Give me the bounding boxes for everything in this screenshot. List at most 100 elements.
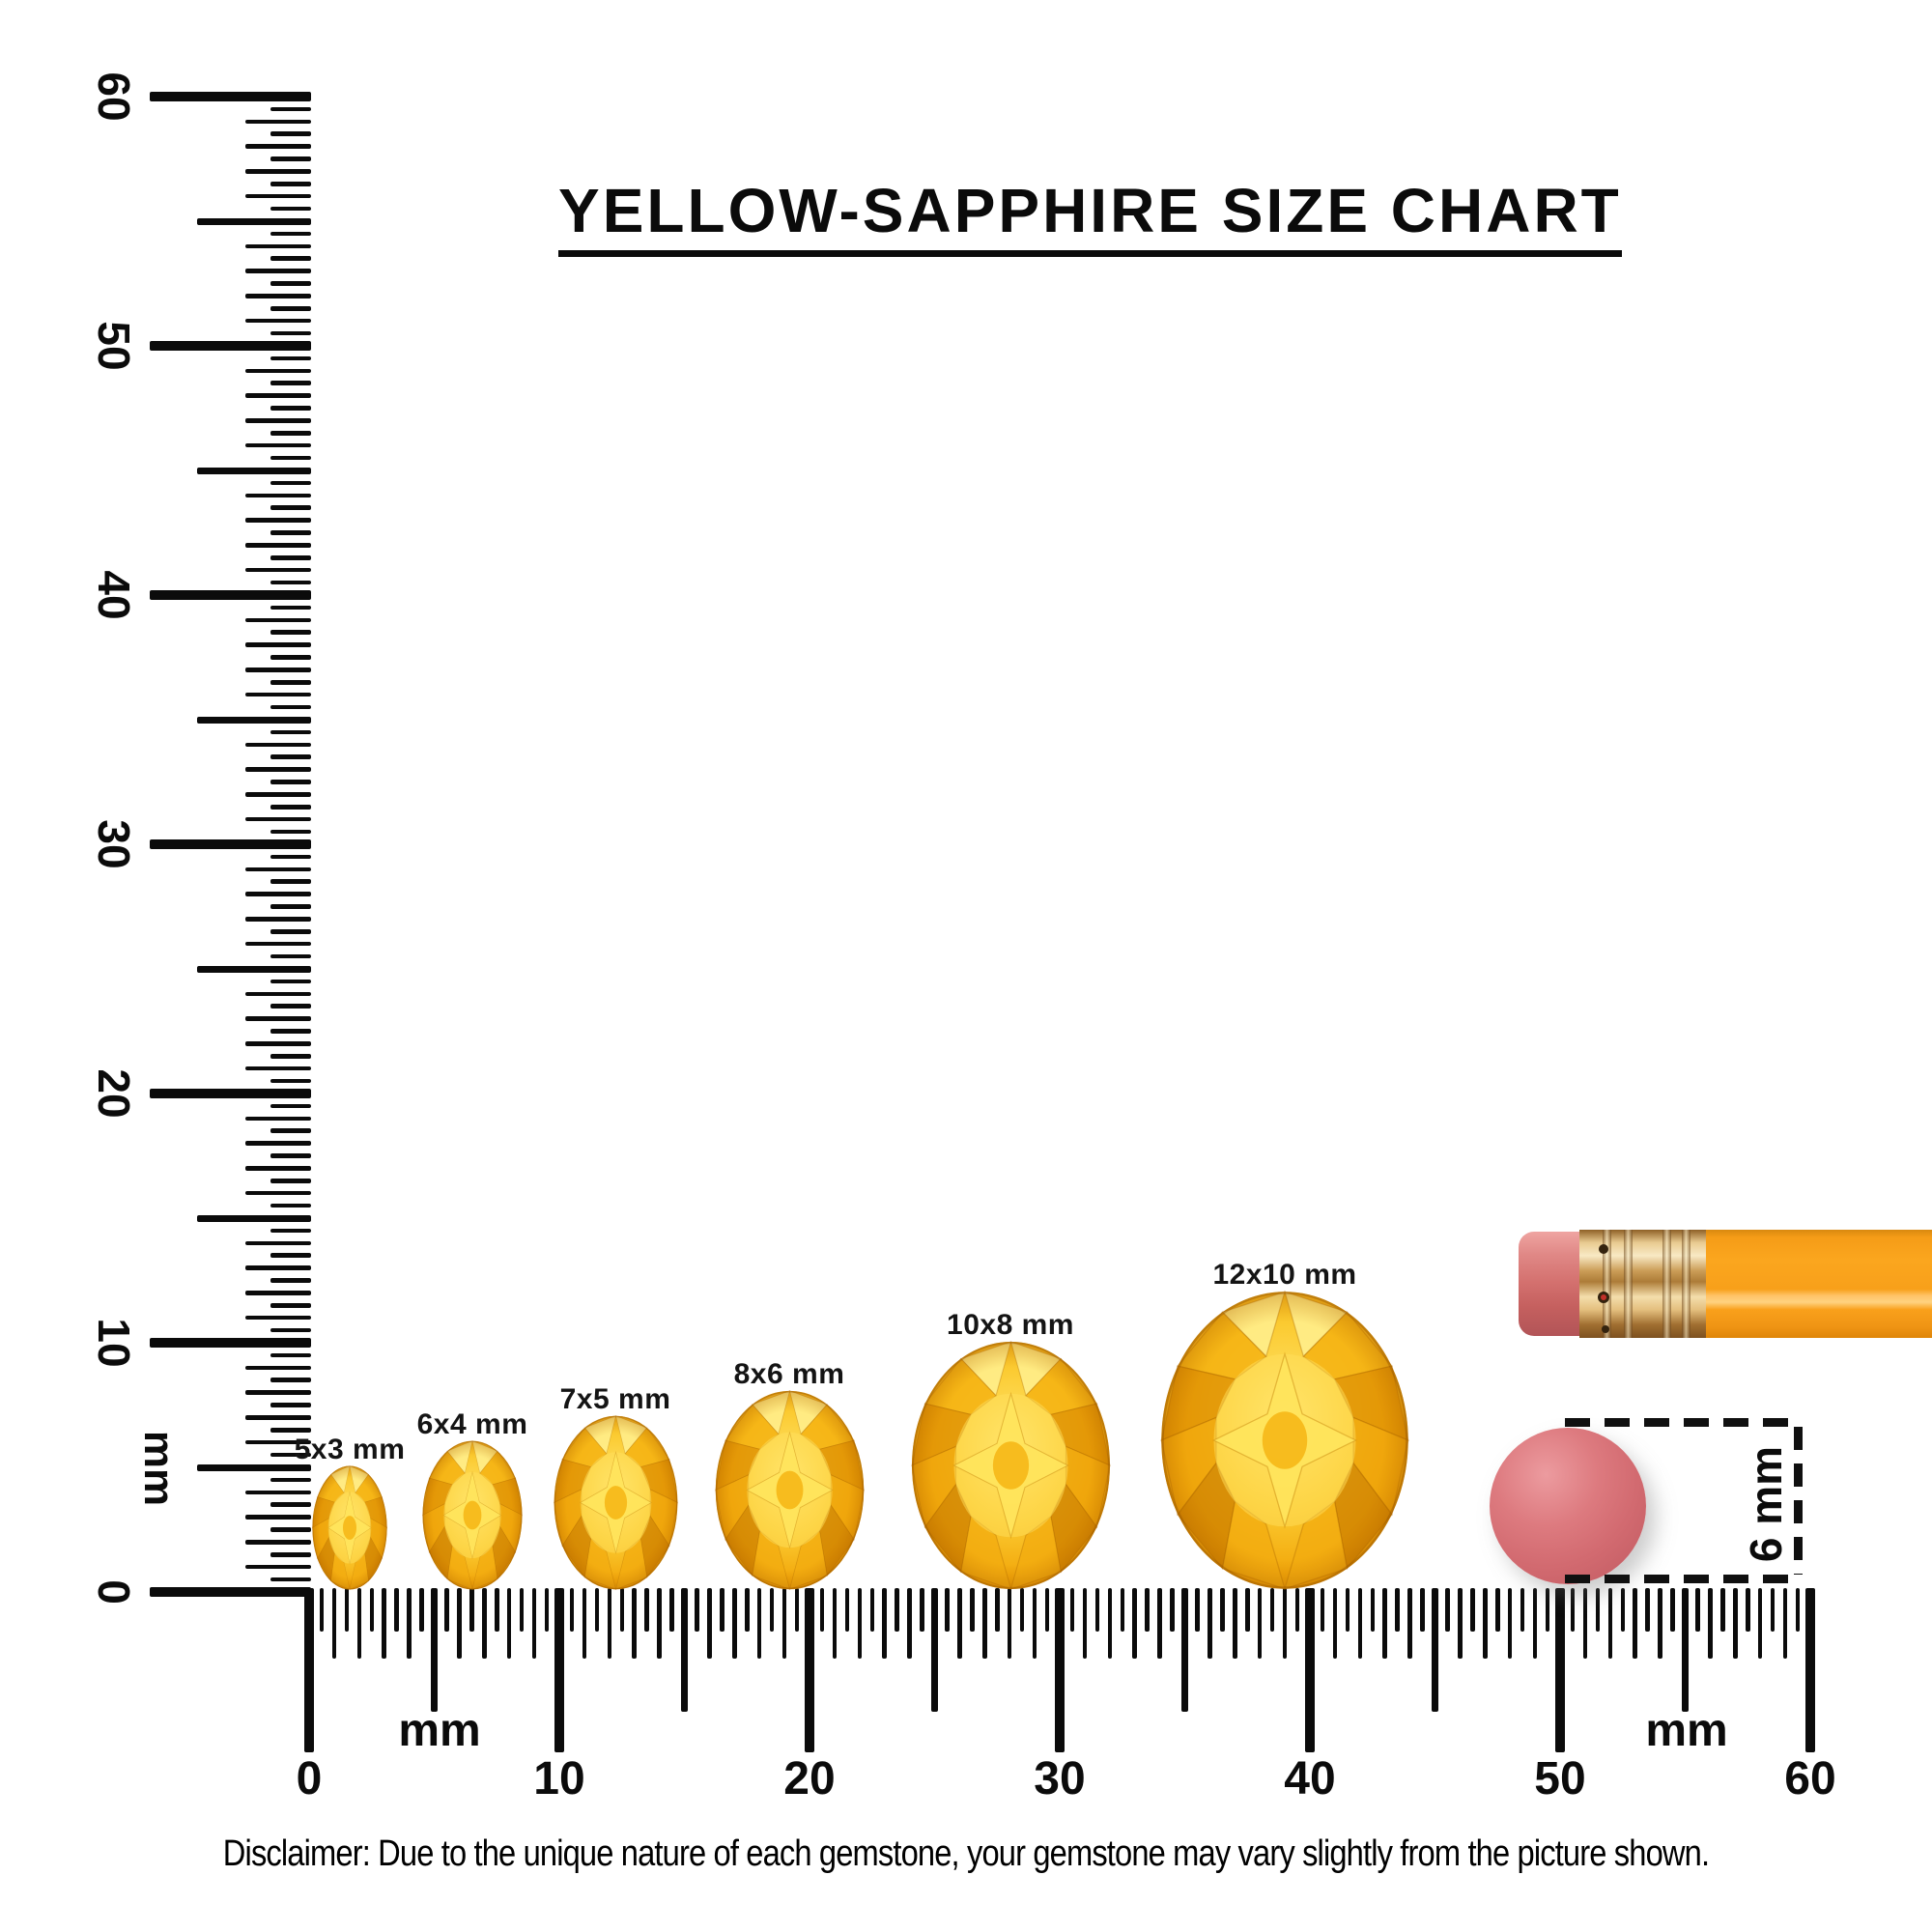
v-ruler-tick <box>270 854 311 860</box>
h-ruler-tick <box>1120 1588 1124 1632</box>
v-ruler-tick <box>270 904 311 909</box>
h-ruler-tick <box>382 1588 386 1659</box>
vertical-ruler-number-label: 30 <box>89 819 139 869</box>
h-ruler-tick <box>344 1588 350 1632</box>
gem-10x8mm <box>911 1341 1111 1590</box>
vertical-ruler-number-label: 60 <box>89 71 139 122</box>
vertical-ruler-unit-label: mm <box>135 1430 183 1507</box>
v-ruler-tick <box>270 1228 311 1234</box>
h-ruler-tick <box>1633 1588 1637 1659</box>
v-ruler-tick <box>245 442 311 448</box>
h-ruler-tick <box>431 1588 438 1712</box>
v-ruler-tick <box>197 1214 311 1222</box>
v-ruler-tick <box>270 805 311 810</box>
h-ruler-tick <box>1495 1588 1500 1632</box>
v-ruler-tick <box>270 1103 311 1109</box>
h-ruler-tick <box>1607 1588 1613 1659</box>
h-ruler-tick <box>495 1588 499 1632</box>
h-ruler-tick <box>1507 1588 1513 1659</box>
h-ruler-tick <box>1195 1588 1200 1632</box>
v-ruler-tick <box>197 467 311 474</box>
h-ruler-tick <box>1746 1588 1750 1632</box>
dimension-dash-bottom <box>1565 1575 1803 1583</box>
gem-size-label: 8x6 mm <box>733 1358 845 1390</box>
h-ruler-tick <box>1570 1588 1576 1632</box>
v-ruler-tick <box>245 1240 311 1246</box>
v-ruler-tick <box>270 1577 311 1582</box>
v-ruler-tick <box>270 1153 311 1158</box>
h-ruler-tick <box>1682 1588 1689 1712</box>
h-ruler-tick <box>1145 1588 1150 1632</box>
v-ruler-tick <box>245 418 311 423</box>
v-ruler-tick <box>245 991 311 997</box>
v-ruler-tick <box>245 792 311 797</box>
v-ruler-tick <box>150 1338 311 1348</box>
ferrule-crimp-line <box>1624 1230 1633 1338</box>
v-ruler-tick <box>270 1253 311 1258</box>
h-ruler-tick <box>957 1588 962 1659</box>
v-ruler-tick <box>245 269 311 273</box>
v-ruler-tick <box>270 530 311 535</box>
v-ruler-tick <box>245 816 311 822</box>
h-ruler-tick <box>732 1588 737 1659</box>
h-ruler-tick <box>457 1588 462 1659</box>
ferrule-crimp-line <box>1682 1230 1690 1338</box>
v-ruler-tick <box>245 617 311 623</box>
eraser-dimension-label: 6 mm <box>1741 1445 1791 1563</box>
v-ruler-tick <box>270 431 311 436</box>
gem-size-label: 10x8 mm <box>947 1309 1074 1341</box>
v-ruler-tick <box>245 1515 311 1520</box>
v-ruler-tick <box>270 680 311 685</box>
v-ruler-tick <box>197 1463 311 1471</box>
v-ruler-tick <box>270 1502 311 1507</box>
v-ruler-tick <box>270 605 311 611</box>
h-ruler-tick <box>857 1588 863 1659</box>
pencil-ferrule <box>1579 1230 1706 1338</box>
h-ruler-tick <box>619 1588 624 1632</box>
h-ruler-tick <box>1582 1588 1588 1659</box>
v-ruler-tick <box>197 965 311 973</box>
h-ruler-tick <box>1181 1588 1188 1712</box>
gem-size-label: 6x4 mm <box>416 1408 528 1440</box>
v-ruler-tick <box>150 1089 311 1098</box>
v-ruler-tick <box>270 1203 311 1208</box>
h-ruler-tick <box>1620 1588 1625 1632</box>
v-ruler-tick <box>245 1016 311 1021</box>
h-ruler-tick <box>506 1588 512 1659</box>
h-ruler-tick <box>1555 1588 1565 1752</box>
v-ruler-tick <box>270 630 311 635</box>
v-ruler-tick <box>150 1587 311 1597</box>
h-ruler-tick <box>1407 1588 1412 1659</box>
vertical-ruler-number-label: 50 <box>89 321 139 371</box>
v-ruler-tick <box>270 1054 311 1059</box>
v-ruler-tick <box>245 892 311 896</box>
h-ruler-tick <box>1445 1588 1450 1632</box>
h-ruler-tick <box>669 1588 674 1632</box>
h-ruler-tick <box>995 1588 1000 1632</box>
h-ruler-tick <box>1357 1588 1363 1659</box>
v-ruler-tick <box>245 1166 311 1171</box>
v-ruler-tick <box>270 754 311 759</box>
v-ruler-tick <box>270 256 311 261</box>
h-ruler-tick <box>982 1588 987 1659</box>
h-ruler-tick <box>1695 1588 1700 1632</box>
h-ruler-tick <box>1082 1588 1088 1659</box>
gem-size-label: 5x3 mm <box>294 1434 406 1465</box>
h-ruler-tick <box>482 1588 487 1659</box>
h-ruler-tick <box>331 1588 337 1659</box>
v-ruler-tick <box>270 455 311 461</box>
h-ruler-tick <box>869 1588 874 1632</box>
horizontal-ruler-number-label: 20 <box>783 1753 836 1804</box>
v-ruler-tick <box>270 1552 311 1557</box>
h-ruler-tick <box>319 1588 325 1632</box>
v-ruler-tick <box>245 692 311 697</box>
v-ruler-tick <box>245 1041 311 1046</box>
h-ruler-tick <box>1382 1588 1387 1659</box>
v-ruler-tick <box>270 1327 311 1333</box>
gem-6x4mm <box>422 1440 523 1590</box>
v-ruler-tick <box>245 119 311 125</box>
h-ruler-tick <box>1269 1588 1275 1632</box>
h-ruler-tick <box>745 1588 750 1632</box>
h-ruler-tick <box>1708 1588 1713 1659</box>
h-ruler-tick <box>1320 1588 1325 1632</box>
